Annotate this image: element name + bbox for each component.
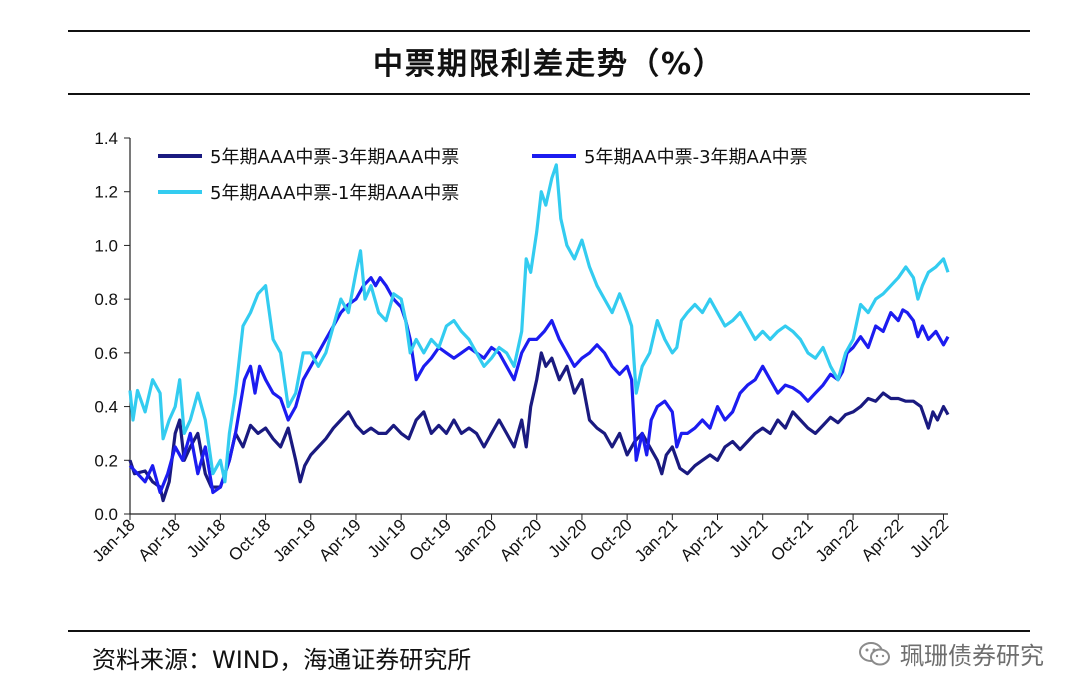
watermark-text: 珮珊债券研究 <box>900 642 1044 670</box>
y-tick-label: 1.2 <box>94 183 118 202</box>
x-tick-label: Jul-22 <box>906 515 952 561</box>
x-tick-label: Jul-19 <box>364 515 410 561</box>
title-rule <box>68 93 1030 95</box>
legend-label-1: 5年期AAA中票-3年期AAA中票 <box>210 147 459 168</box>
y-tick-label: 0.2 <box>94 451 118 470</box>
y-tick-label: 0.8 <box>94 290 118 309</box>
series-line-3 <box>128 163 950 484</box>
x-tick-label: Jul-21 <box>725 515 771 561</box>
watermark: 珮珊债券研究 <box>858 636 1044 671</box>
x-tick-label: Apr-20 <box>496 515 546 565</box>
source-note: 资料来源：WIND，海通证券研究所 <box>92 646 472 674</box>
x-tick-label: Jan-19 <box>269 515 319 565</box>
x-tick-label: Apr-22 <box>858 515 908 565</box>
legend-label-2: 5年期AA中票-3年期AA中票 <box>584 147 808 168</box>
x-tick-label: Jul-18 <box>183 515 229 561</box>
wechat-icon <box>859 641 890 665</box>
x-tick-label: Apr-19 <box>315 515 365 565</box>
top-rule <box>68 30 1030 32</box>
y-tick-label: 1.0 <box>94 236 118 255</box>
x-tick-label: Apr-21 <box>677 515 727 565</box>
y-tick-label: 0.0 <box>94 505 118 524</box>
series-line-2 <box>128 276 950 495</box>
x-tick-label: Jan-20 <box>450 515 500 565</box>
y-tick-label: 0.6 <box>94 344 118 363</box>
x-tick-label: Jul-20 <box>545 515 591 561</box>
x-tick-label: Oct-18 <box>225 515 275 565</box>
x-tick-label: Oct-20 <box>586 515 636 565</box>
x-tick-label: Jan-21 <box>631 515 681 565</box>
x-tick-label: Apr-18 <box>135 515 185 565</box>
series-line-1 <box>128 351 950 503</box>
y-tick-label: 0.4 <box>94 398 118 417</box>
x-tick-label: Oct-19 <box>406 515 456 565</box>
legend-label-3: 5年期AAA中票-1年期AAA中票 <box>210 183 459 204</box>
chart-title: 中票期限利差走势（%） <box>372 47 726 82</box>
x-tick-label: Jan-22 <box>812 515 862 565</box>
y-tick-label: 1.4 <box>94 129 118 148</box>
x-tick-label: Oct-21 <box>767 515 817 565</box>
bottom-rule <box>68 630 1030 632</box>
